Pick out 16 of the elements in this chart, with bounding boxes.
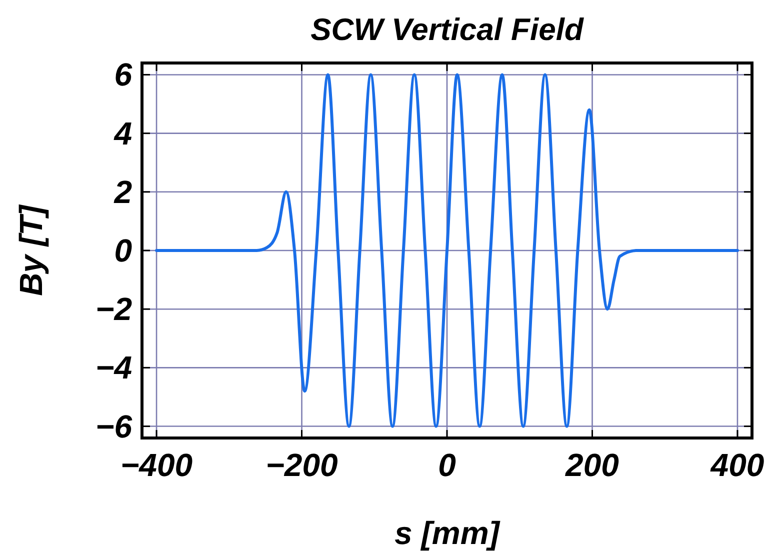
x-tick-label: 0: [438, 447, 456, 483]
x-axis-title: s [mm]: [394, 515, 501, 551]
x-tick-label: 200: [564, 447, 620, 483]
y-tick-label: 0: [114, 232, 132, 268]
y-tick-label: 4: [113, 115, 132, 152]
y-tick-label: −6: [96, 408, 132, 444]
line-series: [155, 73, 739, 428]
y-tick-label: −4: [96, 350, 132, 386]
chart-title: SCW Vertical Field: [310, 12, 584, 47]
y-axis-title: By [T]: [13, 204, 49, 296]
x-tick-label: 400: [710, 447, 764, 483]
x-tick-label: −400: [120, 447, 193, 483]
y-tick-label: 6: [114, 56, 132, 93]
y-tick-label: 2: [113, 174, 132, 210]
x-tick-label: −200: [266, 447, 338, 483]
y-tick-label: −2: [96, 291, 132, 328]
